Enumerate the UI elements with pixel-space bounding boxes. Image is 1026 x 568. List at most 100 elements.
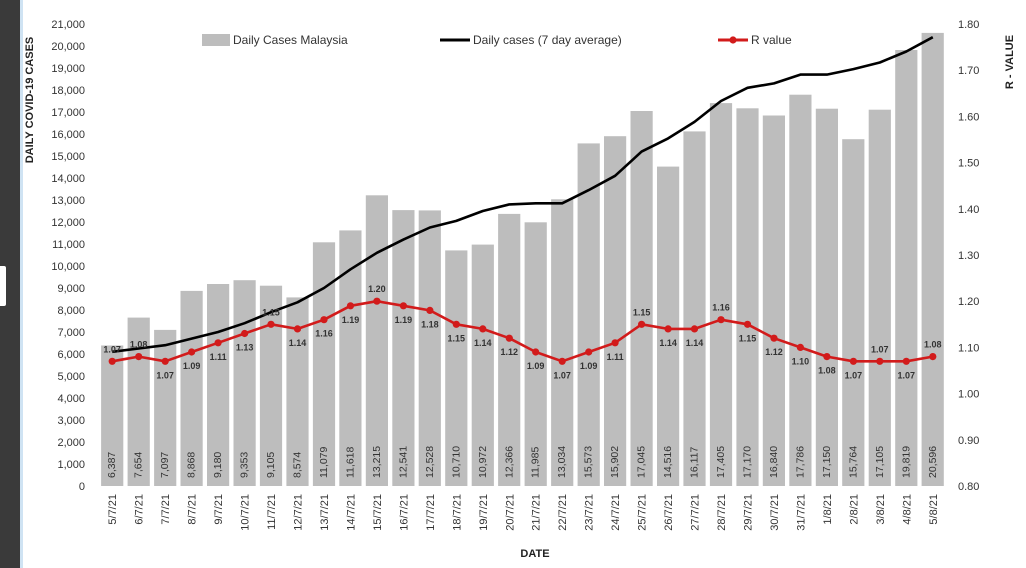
bar [604,136,627,486]
bar-value-label: 12,541 [397,446,409,478]
r-value-point [558,357,566,365]
y-tick-label: 0 [79,481,85,493]
y2-tick-label: 0.80 [958,481,979,493]
y2-tick-label: 1.80 [958,19,979,31]
r-value-label: 1.08 [818,366,836,376]
r-value-label: 1.07 [156,370,174,380]
bar [683,131,706,486]
r-value-point [426,306,434,314]
x-tick-label: 23/7/21 [584,494,596,531]
x-tick-label: 27/7/21 [690,494,702,531]
bar-value-label: 17,405 [715,446,727,478]
y-tick-label: 9,000 [57,283,85,295]
y-tick-label: 15,000 [51,151,85,163]
r-value-point [929,353,937,361]
y-tick-label: 2,000 [57,437,85,449]
r-value-label: 1.07 [845,370,863,380]
x-tick-label: 2/8/21 [848,494,860,525]
x-tick-label: 25/7/21 [637,494,649,531]
bar [101,345,124,486]
y-tick-label: 1,000 [57,459,85,471]
x-tick-label: 20/7/21 [504,494,516,531]
x-tick-label: 18/7/21 [451,494,463,531]
bar [498,213,521,486]
bar [577,143,600,486]
r-value-line-group: 1.07 1.08 1.07 1.09 1.11 1.13 1.15 1.14 1.16 1.19… [103,284,941,380]
r-value-point [849,357,858,365]
bar-value-label: 15,764 [847,446,859,478]
y2-tick-label: 1.40 [958,204,979,216]
bar [762,115,785,486]
r-value-label: 1.07 [898,370,916,380]
r-value-point [823,353,831,361]
r-value-point [214,339,222,347]
r-value-label: 1.14 [686,338,704,348]
bar [709,103,733,486]
series-line-r-value [111,299,934,363]
legend: Daily Cases Malaysia Daily cases (7 day a… [202,33,792,47]
x-tick-label: 10/7/21 [240,494,252,531]
bar [868,109,891,486]
bar-value-label: 13,215 [371,446,383,478]
r-value-label: 1.13 [236,343,254,353]
x-tick-label: 19/7/21 [478,494,490,531]
bar [789,94,812,486]
r-value-point [796,343,805,351]
side-panel-handle[interactable] [0,266,6,306]
x-tick-label: 29/7/21 [743,494,755,531]
x-tick-label: 14/7/21 [346,494,358,531]
r-value-point [373,297,381,305]
r-value-label: 1.12 [501,347,519,357]
bar-value-label: 11,618 [345,447,357,478]
x-tick-label: 24/7/21 [610,494,622,531]
bar-value-label: 17,150 [821,446,833,478]
bar-value-label: 15,573 [583,446,595,478]
r-value-point [320,316,328,324]
y-tick-label: 6,000 [57,349,85,361]
bar [127,317,150,486]
bar-value-label: 12,366 [503,446,515,478]
bar [445,250,468,486]
bar-value-label: 7,654 [133,452,145,478]
r-value-label: 1.09 [580,361,598,371]
x-tick-label: 31/7/21 [795,494,807,531]
bar [630,111,653,486]
x-tick-label: 11/7/21 [266,494,278,530]
r-value-point [267,320,275,328]
r-value-point [293,325,302,333]
x-tick-label: 15/7/21 [372,494,384,531]
r-value-label: 1.11 [607,352,624,362]
r-value-label: 1.16 [315,329,333,339]
y-tick-label: 3,000 [57,415,85,427]
bar-value-label: 9,353 [239,452,251,478]
r-value-point [241,329,249,338]
bar-value-label: 17,786 [794,446,806,478]
legend-label-r-value: R value [751,33,792,47]
x-tick-label: 30/7/21 [769,494,781,531]
r-value-label: 1.19 [395,315,413,325]
r-value-label: 1.15 [262,307,280,317]
x-tick-label: 1/8/21 [822,494,834,525]
x-tick-label: 28/7/21 [716,494,728,531]
y-tick-label: 5,000 [57,371,85,383]
r-value-label: 1.18 [421,319,439,329]
r-value-label: 1.14 [659,338,677,348]
bar-value-label: 10,710 [450,446,462,478]
r-value-point [399,302,407,310]
bar-value-label: 16,117 [689,447,701,478]
bar-value-label: 17,105 [874,446,886,478]
r-value-label: 1.20 [368,284,386,294]
bar-value-label: 11,079 [318,447,330,478]
y-tick-label: 10,000 [51,261,85,273]
r-value-label: 1.15 [633,307,651,317]
x-tick-label: 8/7/21 [187,494,199,525]
y2-tick-label: 1.00 [958,389,979,401]
r-value-point [188,348,196,356]
bar-value-label: 12,528 [424,446,436,478]
x-tick-label: 13/7/21 [319,494,331,531]
r-value-point [532,348,540,356]
r-value-label: 1.07 [553,370,571,380]
x-tick-label: 9/7/21 [213,494,225,525]
x-tick-label: 5/8/21 [928,494,940,525]
y-tick-label: 12,000 [51,217,85,229]
